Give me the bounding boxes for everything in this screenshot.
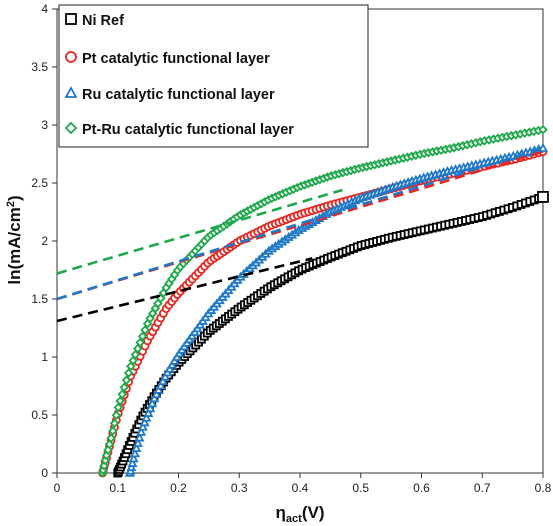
pt-ru-marker xyxy=(115,396,125,406)
x-tick-label: 0.5 xyxy=(352,481,369,495)
ru-marker xyxy=(131,442,142,453)
x-tick-label: 0.6 xyxy=(413,481,430,495)
y-tick-label: 1.5 xyxy=(31,292,48,306)
x-tick-label: 0.4 xyxy=(292,481,309,495)
ru-marker xyxy=(128,453,139,463)
legend-label-pt-ru: Pt-Ru catalytic functional layer xyxy=(82,122,294,138)
series-ru xyxy=(124,142,549,477)
tafel-fit-line-pt-ru xyxy=(56,188,343,275)
y-tick-label: 3 xyxy=(41,118,48,132)
pt-ru-marker xyxy=(117,389,128,399)
y-tick-label: 2 xyxy=(41,234,48,248)
ni-ref-end-marker xyxy=(537,191,549,203)
ru-marker xyxy=(151,388,162,399)
pt-ru-marker xyxy=(111,410,122,421)
legend-ni-ref-marker xyxy=(65,13,77,25)
pt-ru-marker xyxy=(119,382,130,393)
tafel-fit-lines xyxy=(56,146,544,323)
ru-marker xyxy=(129,448,141,458)
x-tick-label: 0 xyxy=(54,481,61,495)
ru-marker xyxy=(157,375,168,386)
legend-label-ru: Ru catalytic functional layer xyxy=(82,87,275,103)
axis-ticks: 0 0.1 0.2 0.3 0.4 0.5 0.6 0.7 0.8 0 0.5 1 1.5 2 2.5 3 3.… xyxy=(31,2,551,495)
x-tick-label: 0.8 xyxy=(535,481,552,495)
y-axis-title: ln(mA/cm2) xyxy=(5,195,24,284)
y-tick-label: 4 xyxy=(41,2,48,16)
series-pt-ru xyxy=(97,124,548,478)
x-tick-label: 0.1 xyxy=(109,481,126,495)
pt-ru-marker xyxy=(140,325,150,335)
pt-ru-marker xyxy=(137,331,148,342)
tafel-fit-line-ru xyxy=(56,146,544,301)
legend-ru-marker xyxy=(64,86,78,98)
pt-ru-marker xyxy=(109,418,120,429)
pt-ru-marker xyxy=(106,433,116,443)
ru-marker xyxy=(143,407,154,417)
x-tick-label: 0.3 xyxy=(231,481,248,495)
pt-ru-marker xyxy=(113,402,124,413)
legend-markers xyxy=(64,13,78,135)
x-axis-title: ηact(V) xyxy=(276,503,325,525)
pt-ru-marker xyxy=(130,349,141,360)
ru-marker xyxy=(127,457,138,467)
legend-label-ni-ref: Ni Ref xyxy=(82,13,124,29)
pt-ru-marker xyxy=(121,375,132,385)
ru-marker xyxy=(126,462,137,472)
legend-pt-marker xyxy=(65,51,77,63)
y-tick-label: 1 xyxy=(41,350,48,364)
ru-marker xyxy=(136,426,147,436)
ru-marker xyxy=(155,380,166,390)
ru-marker xyxy=(153,384,164,394)
ru-marker xyxy=(537,142,549,152)
data-series xyxy=(97,124,549,478)
legend: Ni Ref Pt catalytic functional layer Ru … xyxy=(58,4,369,148)
pt-ru-marker xyxy=(123,368,134,378)
y-tick-label: 0 xyxy=(41,466,48,480)
ru-marker xyxy=(134,432,145,442)
x-tick-label: 0.2 xyxy=(170,481,187,495)
ru-marker xyxy=(139,417,150,427)
y-tick-label: 0.5 xyxy=(31,408,48,422)
legend-label-pt: Pt catalytic functional layer xyxy=(82,51,270,67)
ru-marker xyxy=(132,437,143,447)
pt-ru-marker xyxy=(132,343,143,354)
legend-box xyxy=(58,4,369,148)
tafel-fit-line-ni-ref xyxy=(56,257,313,323)
pt-ru-marker xyxy=(135,337,145,348)
ru-marker xyxy=(137,421,148,431)
pt-ru-marker xyxy=(538,124,548,135)
y-tick-label: 3.5 xyxy=(31,60,48,74)
ru-marker xyxy=(141,412,152,422)
legend-pt-ru-marker xyxy=(64,121,78,135)
ru-marker xyxy=(147,398,158,408)
ru-marker xyxy=(145,403,156,413)
ru-marker xyxy=(160,371,171,381)
series-ni-ref xyxy=(113,191,549,478)
x-tick-label: 0.7 xyxy=(474,481,491,495)
pt-ru-marker xyxy=(108,426,118,436)
y-tick-label: 2.5 xyxy=(31,176,48,190)
ru-marker xyxy=(149,393,160,403)
